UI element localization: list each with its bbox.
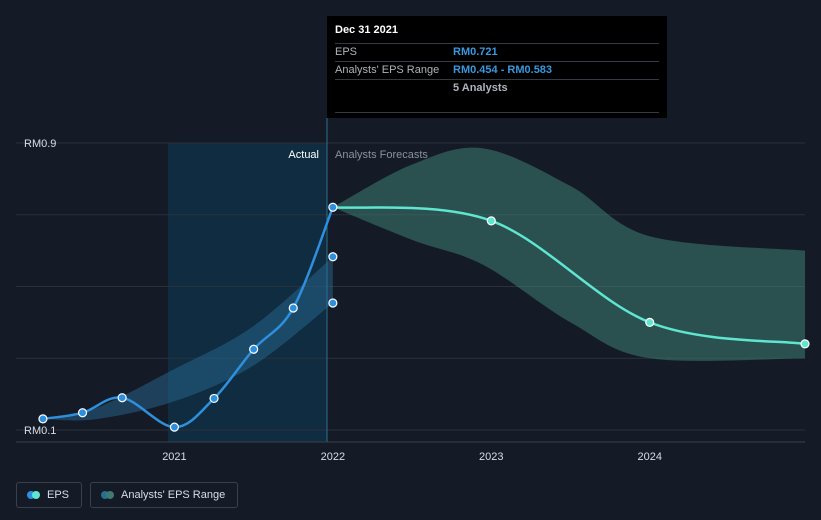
- eps-tooltip: Dec 31 2021 EPS RM0.721 Analysts' EPS Ra…: [327, 16, 667, 118]
- x-tick-label: 2022: [321, 451, 345, 463]
- eps-actual-point: [38, 414, 48, 424]
- eps-actual-point: [288, 303, 298, 313]
- eps-actual-point: [328, 202, 338, 212]
- eps-forecast-point: [645, 317, 655, 327]
- actual-section-label: Actual: [288, 149, 319, 161]
- eps-forecast-point: [486, 216, 496, 226]
- tooltip-analysts-value: 5 Analysts: [453, 82, 508, 94]
- x-tick-label: 2023: [479, 451, 503, 463]
- data-points: [38, 202, 810, 432]
- legend-range-label: Analysts' EPS Range: [121, 489, 226, 501]
- x-tick-label: 2021: [162, 451, 186, 463]
- forecast-eps-range-band: [332, 147, 805, 361]
- y-tick-label: RM0.9: [24, 138, 56, 150]
- range-swatch-icon: [101, 491, 115, 499]
- legend-eps-label: EPS: [47, 489, 70, 501]
- tooltip-date: Dec 31 2021: [335, 24, 398, 36]
- x-axis-labels: 2021 2022 2023 2024: [162, 451, 662, 463]
- y-axis-labels: RM0.1 RM0.9: [24, 138, 56, 437]
- eps-actual-point: [209, 393, 219, 404]
- tooltip-row-range: Analysts' EPS Range RM0.454 - RM0.583: [335, 61, 659, 79]
- tooltip-range-label: Analysts' EPS Range: [335, 64, 440, 76]
- tooltip-row-analysts: 5 Analysts: [335, 79, 659, 113]
- eps-actual-point: [117, 393, 127, 403]
- eps-range-point: [328, 298, 338, 308]
- legend: EPS Analysts' EPS Range: [16, 482, 239, 508]
- tooltip-analysts-label: [335, 82, 453, 94]
- eps-range-point: [328, 252, 338, 262]
- forecast-section-label: Analysts Forecasts: [335, 149, 428, 161]
- actual-eps-range-band: [42, 256, 333, 421]
- tooltip-range-value: RM0.454 - RM0.583: [453, 64, 553, 76]
- eps-swatch-icon: [27, 491, 41, 499]
- legend-eps-toggle[interactable]: EPS: [16, 482, 83, 508]
- tooltip-eps-label: EPS: [335, 46, 358, 58]
- eps-actual-point: [169, 422, 180, 432]
- tooltip-row-eps: EPS RM0.721: [335, 43, 659, 61]
- x-tick-label: 2024: [637, 451, 661, 463]
- legend-range-toggle[interactable]: Analysts' EPS Range: [90, 482, 239, 508]
- eps-actual-point: [249, 344, 259, 354]
- eps-chart: RM0.1 RM0.9 2021 2022 2023 2024 Actual Analy…: [16, 118, 810, 463]
- tooltip-eps-value: RM0.721: [453, 46, 498, 58]
- eps-actual-point: [77, 408, 88, 418]
- eps-forecast-point: [800, 339, 810, 349]
- y-tick-label: RM0.1: [24, 425, 56, 437]
- eps-forecast-line: [332, 205, 806, 346]
